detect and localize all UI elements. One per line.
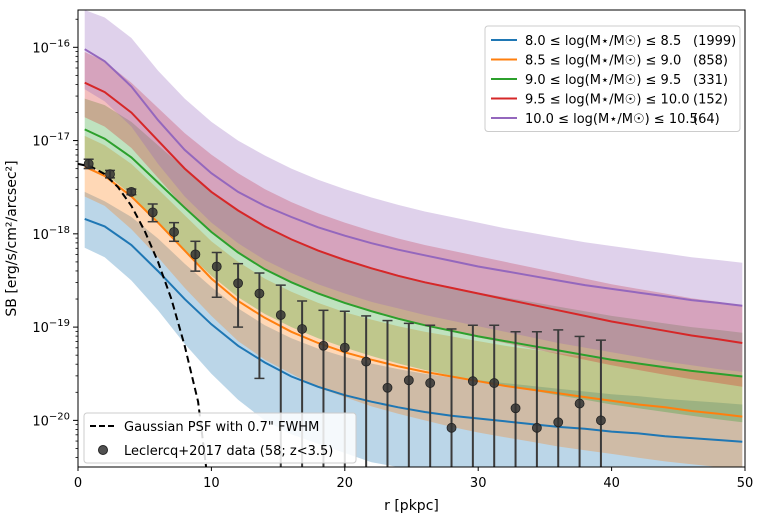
legend-label-mass-8.0-8.5: 8.0 ≤ log(M⋆/M☉) ≤ 8.5 (525, 34, 681, 49)
band-mass-10.0-10.5 (84, 10, 743, 372)
legend-swatch-observations (98, 445, 108, 455)
legend-count-mass-9.0-9.5: (331) (693, 73, 728, 88)
y-tick-label: 10−19 (32, 318, 70, 336)
observation-point (574, 398, 585, 409)
confidence-bands (84, 10, 743, 467)
legend-label-mass-9.0-9.5: 9.0 ≤ log(M⋆/M☉) ≤ 9.5 (525, 73, 681, 88)
x-tick-label: 40 (603, 476, 620, 491)
legend-count-mass-8.0-8.5: (1999) (693, 34, 736, 49)
observation-point (169, 227, 179, 237)
band-mass-8.5-9.0 (84, 135, 743, 467)
legend-label-mass-10.0-10.5: 10.0 ≤ log(M⋆/M☉) ≤ 10.5 (525, 112, 698, 127)
observation-point (254, 288, 265, 299)
y-tick-label: 10−16 (32, 38, 70, 56)
observation-point (190, 249, 201, 260)
band-mass-9.5-10.0 (84, 52, 743, 387)
observation-point (339, 342, 350, 353)
x-tick-label: 0 (74, 476, 82, 491)
line-mass-9.5-10.0 (84, 81, 743, 344)
x-tick-label: 20 (337, 476, 354, 491)
legend-box (83, 412, 357, 464)
observation-point (297, 324, 308, 334)
observation-point (531, 422, 542, 433)
observation-point (211, 261, 222, 272)
observation-point (510, 403, 521, 414)
observation-point (553, 417, 564, 428)
legend-label-mass-9.5-10.0: 9.5 ≤ log(M⋆/M☉) ≤ 10.0 (525, 93, 690, 108)
y-axis-label: SB [erg/s/cm²/arcsec²] (4, 160, 20, 316)
observation-point (147, 207, 158, 218)
observation-point (467, 376, 478, 387)
line-mass-8.0-8.5 (84, 217, 743, 443)
legend-label-psf: Gaussian PSF with 0.7" FWHM (124, 420, 319, 435)
y-tick-label: 10−18 (32, 225, 70, 243)
legend-count-mass-10.0-10.5: (64) (693, 112, 720, 127)
legend-label-mass-8.5-9.0: 8.5 ≤ log(M⋆/M☉) ≤ 9.0 (525, 54, 681, 69)
legend-reference: Gaussian PSF with 0.7" FWHM Leclercq+2017… (83, 412, 357, 464)
observation-point (596, 415, 606, 426)
band-mass-8.0-8.5 (84, 191, 743, 467)
axes: 0 10 20 30 40 50 10−20 10−19 10−18 10−17 10−16 r [p… (4, 9, 754, 514)
observation-point (382, 382, 393, 393)
x-tick-label: 30 (470, 476, 487, 491)
observation-point (233, 278, 243, 289)
observation-point (83, 158, 94, 169)
line-mass-8.5-9.0 (84, 165, 743, 418)
band-mass-9.0-9.5 (84, 98, 743, 423)
series-lines (84, 48, 743, 443)
observation-point (275, 310, 286, 320)
legend-box (484, 25, 741, 132)
observation-point (105, 169, 115, 180)
observation-point (489, 378, 500, 388)
x-axis-label: r [pkpc] (384, 498, 439, 514)
observation-point (446, 422, 457, 433)
legend-mass-bins: 8.0 ≤ log(M⋆/M☉) ≤ 8.5 (1999) 8.5 ≤ log(M⋆… (484, 25, 741, 132)
observation-point (318, 340, 329, 351)
x-tick-label: 50 (737, 476, 754, 491)
line-mass-9.0-9.5 (84, 128, 743, 378)
legend-count-mass-8.5-9.0: (858) (693, 54, 728, 69)
observation-point (425, 378, 436, 388)
line-mass-10.0-10.5 (84, 48, 743, 307)
y-tick-label: 10−17 (32, 132, 70, 150)
observation-points (83, 158, 606, 467)
observation-point (403, 375, 414, 386)
legend-count-mass-9.5-10.0: (152) (693, 93, 728, 108)
observation-point (126, 186, 137, 197)
psf-line (78, 162, 208, 467)
observation-point (361, 356, 372, 367)
legend-label-observations: Leclercq+2017 data (58; z<3.5) (124, 444, 333, 459)
x-tick-label: 10 (203, 476, 220, 491)
psf-curve (78, 162, 208, 467)
y-tick-label: 10−20 (32, 411, 70, 429)
